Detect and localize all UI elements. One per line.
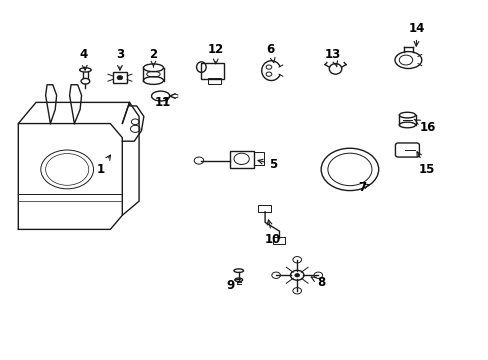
Text: 14: 14: [408, 22, 425, 46]
Text: 10: 10: [264, 220, 281, 247]
Text: 4: 4: [80, 48, 88, 70]
Text: 8: 8: [310, 276, 325, 289]
Bar: [201, 63, 224, 80]
Text: 15: 15: [416, 152, 434, 176]
Bar: [272, 237, 285, 243]
Circle shape: [117, 76, 122, 80]
Text: 13: 13: [325, 48, 341, 67]
Bar: [112, 72, 127, 83]
Circle shape: [294, 274, 299, 277]
Text: 5: 5: [258, 158, 277, 171]
Text: 11: 11: [155, 96, 171, 109]
Bar: [208, 78, 221, 84]
Text: 1: 1: [97, 155, 110, 176]
Text: 2: 2: [149, 48, 157, 67]
Text: 9: 9: [225, 279, 240, 292]
Text: 7: 7: [357, 181, 368, 194]
Text: 3: 3: [116, 48, 124, 70]
Text: 16: 16: [413, 120, 435, 134]
Text: 12: 12: [207, 43, 224, 64]
Bar: [258, 206, 270, 212]
Bar: [254, 153, 263, 165]
Bar: [230, 151, 254, 168]
Text: 6: 6: [266, 43, 275, 63]
